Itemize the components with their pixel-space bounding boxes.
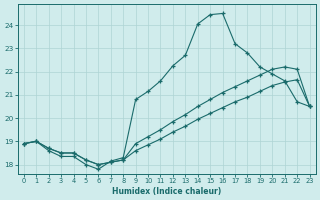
X-axis label: Humidex (Indice chaleur): Humidex (Indice chaleur) xyxy=(112,187,221,196)
